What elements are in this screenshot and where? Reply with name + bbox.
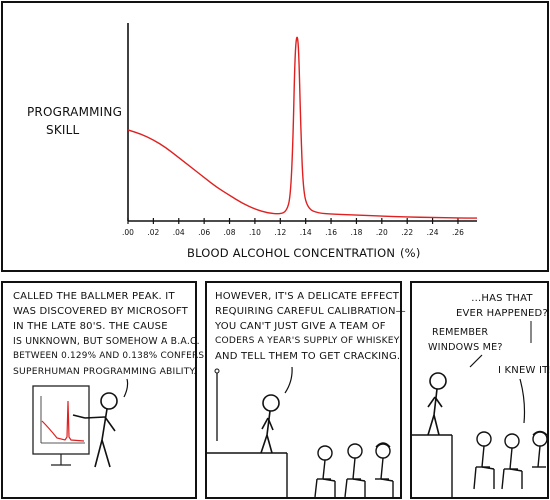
x-tick-label: .18: [350, 228, 362, 237]
audience-seated: [473, 430, 547, 490]
x-tick-label: .02: [147, 228, 159, 237]
caption-line: BETWEEN 0.129% AND 0.138% CONFERS: [13, 351, 205, 361]
panel-3-speech-top: ...HAS THAT EVER HAPPENED?: [456, 291, 548, 321]
x-tick-label: .10: [249, 228, 261, 237]
x-axis-label: BLOOD ALCOHOL CONCENTRATION: [187, 246, 395, 260]
speech-tail: [519, 378, 526, 424]
presenter-figure: [72, 392, 118, 468]
y-axis-label-line-1: PROGRAMMING: [27, 105, 122, 119]
caption-line: WAS DISCOVERED BY MICROSOFT: [13, 306, 188, 317]
panel-2-caption: HOWEVER, IT'S A DELICATE EFFECT REQUIRIN…: [215, 289, 406, 364]
comic-panel-3: ...HAS THAT EVER HAPPENED? REMEMBER WIND…: [410, 281, 550, 499]
comic-panel-2: HOWEVER, IT'S A DELICATE EFFECT REQUIRIN…: [205, 281, 406, 499]
caption-line: HOWEVER, IT'S A DELICATE EFFECT: [215, 291, 400, 302]
x-tick-label: .14: [300, 228, 312, 237]
caption-line: SUPERHUMAN PROGRAMMING ABILITY.: [13, 366, 197, 377]
speech-tail: [469, 354, 483, 368]
x-tick-label: .26: [452, 228, 464, 237]
audience-seated: [314, 442, 394, 497]
projection-screen: [32, 385, 90, 466]
caption-line: AND TELL THEM TO GET CRACKING.: [215, 351, 401, 362]
series-line: [127, 36, 477, 219]
speech-tail: [284, 366, 293, 394]
caption-line: IN THE LATE 80'S. THE CAUSE: [13, 321, 168, 332]
x-tick-label: .00: [122, 228, 134, 237]
x-ticks: .00 .02 .04 .06 .08 .10 .12 .14 .16 .18 .20 .22 .24.…: [122, 218, 464, 237]
x-axis-unit: (%): [400, 246, 421, 260]
x-tick-label: .16: [325, 228, 337, 237]
series-group: [127, 36, 477, 219]
speaker-figure: [427, 372, 447, 436]
x-tick-label: .20: [376, 228, 388, 237]
panel-1-drawing: [32, 378, 129, 468]
panel-1-caption: CALLED THE BALLMER PEAK. IT WAS DISCOVER…: [13, 289, 204, 379]
caption-line: CALLED THE BALLMER PEAK. IT: [13, 291, 175, 302]
panel-3-speech-right: I KNEW IT!: [498, 365, 550, 376]
speech-line: REMEMBER: [432, 327, 489, 338]
x-tick-label: .22: [401, 228, 413, 237]
x-tick-label: .06: [198, 228, 210, 237]
panel-3-speech-left: REMEMBER WINDOWS ME?: [428, 325, 503, 355]
caption-line: IS UNKNOWN, BUT SOMEHOW A B.A.C.: [13, 336, 200, 347]
ballmer-peak-chart: PROGRAMMING SKILL BLOOD ALCOHOL CONCENTR…: [27, 23, 477, 260]
x-tick-label: .04: [173, 228, 185, 237]
x-tick-label: .08: [224, 228, 236, 237]
chart-panel: PROGRAMMING SKILL BLOOD ALCOHOL CONCENTR…: [1, 1, 549, 272]
y-axis-label-line-2: SKILL: [46, 123, 80, 137]
comic-panel-1: CALLED THE BALLMER PEAK. IT WAS DISCOVER…: [1, 281, 204, 499]
speech-line: WINDOWS ME?: [428, 342, 503, 353]
speech-line: ...HAS THAT: [471, 293, 533, 304]
panel-2-drawing: [207, 366, 394, 497]
speech-line: EVER HAPPENED?: [456, 308, 548, 319]
speaker-figure: [260, 394, 280, 454]
pointer-tip: [214, 368, 220, 374]
speech-tail: [123, 378, 129, 398]
caption-line: YOU CAN'T JUST GIVE A TEAM OF: [215, 321, 386, 332]
caption-line: REQUIRING CAREFUL CALIBRATION—: [215, 306, 406, 317]
x-tick-label: .24: [427, 228, 439, 237]
panel-3-drawing: [412, 321, 547, 497]
caption-line: CODERS A YEAR'S SUPPLY OF WHISKEY: [215, 336, 400, 346]
x-tick-label: .12: [274, 228, 286, 237]
